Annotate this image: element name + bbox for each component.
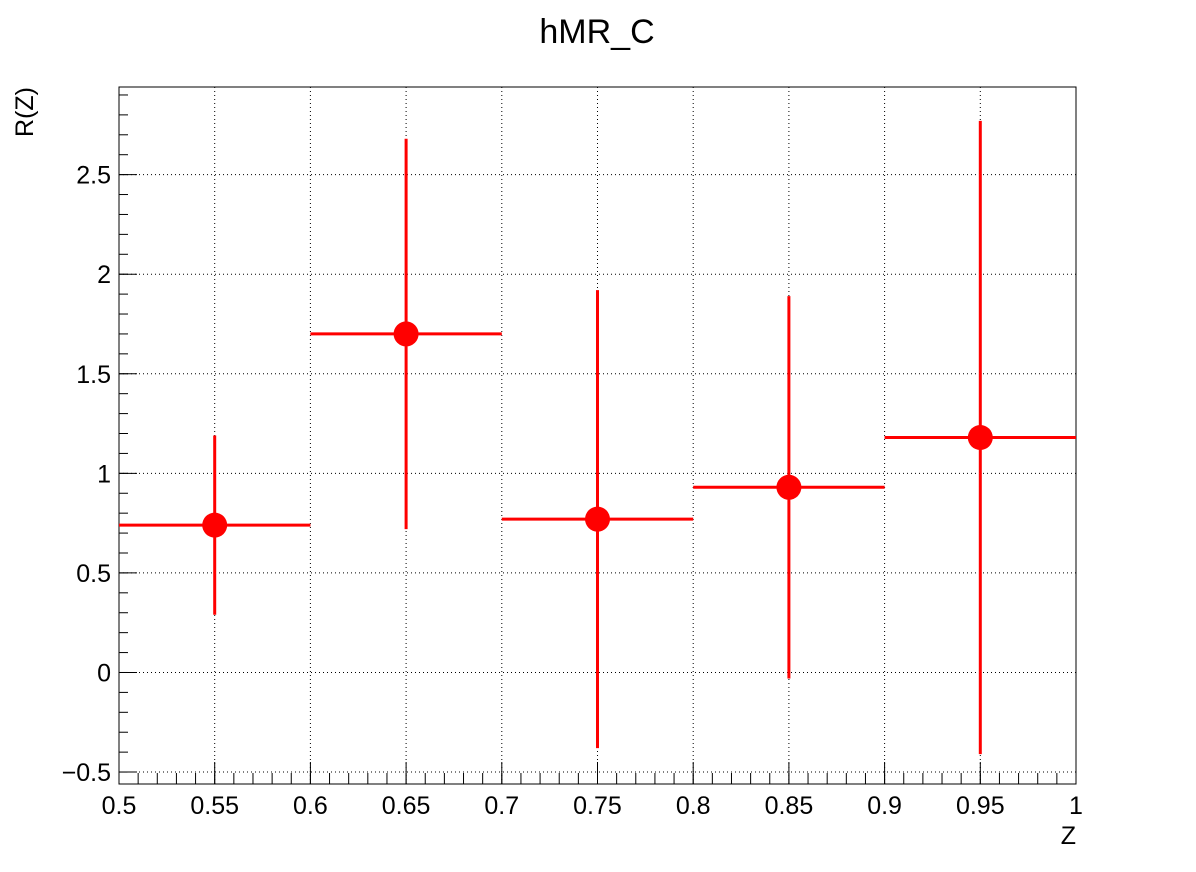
y-tick-label: 1.5: [76, 361, 111, 389]
data-point: [393, 321, 419, 347]
y-axis-label: R(Z): [11, 87, 39, 137]
x-tick-label: 0.65: [382, 792, 431, 820]
data-layer: [119, 120, 1076, 755]
y-tick-label: −0.5: [62, 759, 111, 787]
y-tick-label: 2: [97, 261, 111, 289]
x-tick-label: 0.7: [484, 792, 519, 820]
x-tick-label: 0.95: [956, 792, 1005, 820]
tick-layer: [118, 94, 1077, 784]
chart-title: hMR_C: [539, 13, 654, 51]
data-point: [202, 512, 228, 538]
x-tick-label: 0.75: [573, 792, 622, 820]
x-tick-label: 1: [1069, 792, 1083, 820]
x-tick-label: 0.8: [676, 792, 711, 820]
y-tick-label: 2.5: [76, 162, 111, 190]
y-tick-label: 0: [97, 659, 111, 687]
x-tick-label: 0.9: [867, 792, 902, 820]
x-tick-label: 0.6: [293, 792, 328, 820]
data-point: [585, 506, 610, 532]
x-tick-label: 0.55: [190, 792, 239, 820]
data-point: [776, 474, 802, 500]
x-tick-labels: 0.5 0.55 0.6 0.65 0.7 0.75 0.8 0.85 0.9 0.95 1: [102, 792, 1083, 820]
y-tick-labels: −0.5 0 0.5 1 1.5 2 2.5: [62, 162, 111, 787]
y-tick-label: 1: [97, 460, 111, 488]
data-point: [967, 424, 993, 450]
x-tick-label: 0.5: [102, 792, 137, 820]
y-tick-label: 0.5: [76, 560, 111, 588]
x-axis-label: Z: [1061, 822, 1076, 850]
x-tick-label: 0.85: [765, 792, 814, 820]
